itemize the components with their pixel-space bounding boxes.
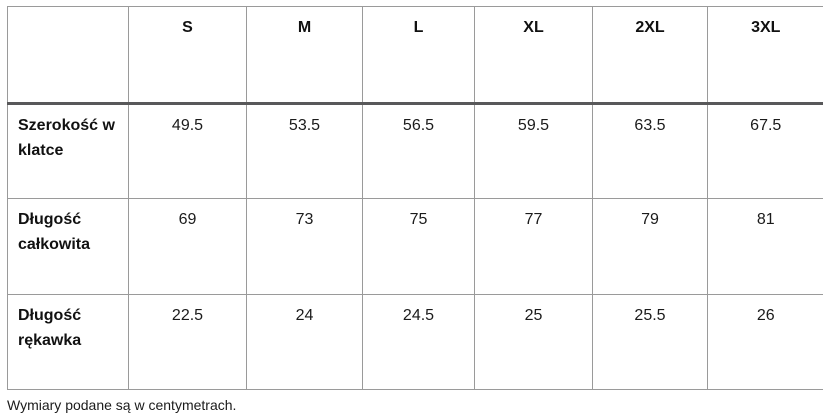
size-value-cell: 73	[246, 198, 363, 295]
size-value-cell: 26	[707, 294, 823, 390]
size-value-cell: 56.5	[362, 103, 475, 199]
size-value-cell: 63.5	[592, 103, 708, 199]
size-column-header-s: S	[128, 6, 247, 104]
size-chart-table: S M L XL 2XL 3XL Szerokość w klatce 49.5…	[7, 6, 823, 390]
size-value-cell: 75	[362, 198, 475, 295]
size-value-cell: 59.5	[474, 103, 593, 199]
size-value-cell: 25	[474, 294, 593, 390]
size-value-cell: 24	[246, 294, 363, 390]
size-value-cell: 81	[707, 198, 823, 295]
size-value-cell: 25.5	[592, 294, 708, 390]
footer-note: Wymiary podane są w centymetrach.	[7, 397, 237, 413]
size-value-cell: 49.5	[128, 103, 247, 199]
size-chart-page: S M L XL 2XL 3XL Szerokość w klatce 49.5…	[0, 6, 823, 419]
row-label-chest-width: Szerokość w klatce	[7, 103, 129, 199]
size-value-cell: 69	[128, 198, 247, 295]
size-value-cell: 53.5	[246, 103, 363, 199]
size-column-header-3xl: 3XL	[707, 6, 823, 104]
table-row-sleeve-length: Długość rękawka 22.5 24 24.5 25 25.5 26	[7, 294, 823, 390]
size-column-header-xl: XL	[474, 6, 593, 104]
size-header-row: S M L XL 2XL 3XL	[7, 6, 823, 104]
size-column-header-2xl: 2XL	[592, 6, 708, 104]
table-row-total-length: Długość całkowita 69 73 75 77 79 81	[7, 198, 823, 295]
size-value-cell: 24.5	[362, 294, 475, 390]
size-value-cell: 67.5	[707, 103, 823, 199]
size-column-header-m: M	[246, 6, 363, 104]
size-value-cell: 22.5	[128, 294, 247, 390]
table-row-chest-width: Szerokość w klatce 49.5 53.5 56.5 59.5 6…	[7, 103, 823, 199]
size-value-cell: 79	[592, 198, 708, 295]
size-value-cell: 77	[474, 198, 593, 295]
row-label-sleeve-length: Długość rękawka	[7, 294, 129, 390]
size-column-header-l: L	[362, 6, 475, 104]
corner-empty-cell	[7, 6, 129, 104]
row-label-total-length: Długość całkowita	[7, 198, 129, 295]
